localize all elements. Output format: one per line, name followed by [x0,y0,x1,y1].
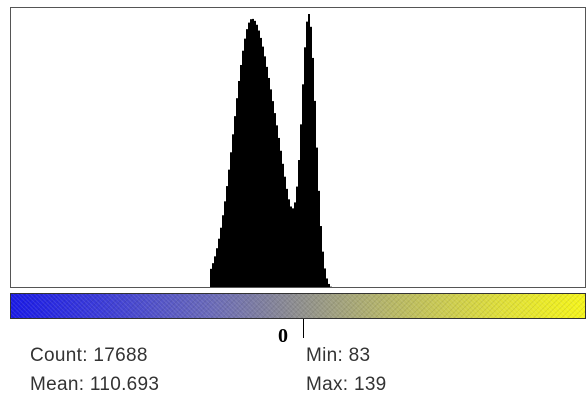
histogram-bar [238,80,240,287]
histogram-bar [230,152,232,287]
histogram-bar [266,66,268,287]
mean-stat: Mean: 110.693 [30,374,160,395]
histogram-bar [298,160,300,287]
histogram-bar [330,286,332,287]
histogram-bar [290,206,292,287]
histogram-bar [302,84,304,287]
histogram-bar [244,38,246,287]
histogram-bar [228,169,230,287]
histogram-bar [310,26,312,287]
histogram-bar [252,18,254,287]
histogram-bar [296,186,298,287]
histogram-bar [220,227,222,287]
histogram-bar [268,77,270,287]
histogram-bar [282,163,284,287]
histogram-bar [272,101,274,287]
zero-marker-line [303,319,304,338]
histogram-bar [242,50,244,287]
histogram-bar [236,98,238,287]
histogram-bar [278,137,280,287]
histogram-bar [224,201,226,287]
min-stat: Min: 83 [306,345,371,366]
histogram-bar [326,278,328,287]
colorbar-texture [11,294,585,318]
histogram-bar [306,21,308,287]
histogram-bar [246,29,248,287]
histogram-bar [314,100,316,287]
max-stat: Max: 139 [306,374,387,395]
histogram-bar [232,134,234,287]
histogram-bar [292,208,294,287]
histogram-bar [260,37,262,287]
histogram-bar [258,30,260,287]
histogram-bar [210,268,212,287]
histogram-bar [320,226,322,287]
histogram-svg [210,14,332,287]
histogram-bar [316,147,318,287]
histogram-bar [300,124,302,287]
histogram-bar [256,24,258,287]
histogram-bar [216,248,218,287]
histogram-bar [286,188,288,287]
histogram-bar [308,14,310,287]
histogram-bar [212,263,214,287]
histogram-bar [262,46,264,287]
histogram-bar [218,238,220,287]
intensity-colorbar [10,293,586,319]
histogram-bars [210,14,332,287]
zero-marker-label: 0 [278,325,288,347]
histogram-bar [304,47,306,287]
histogram-bar [264,56,266,287]
histogram-bar [276,125,278,287]
histogram-bar [284,176,286,287]
histogram-bar [254,20,256,287]
histogram-bar [214,256,216,287]
histogram-bar [324,268,326,287]
histogram-bar [226,186,228,287]
histogram-bar [222,215,224,287]
histogram-bar [288,199,290,287]
histogram-bar [318,190,320,287]
histogram-bar [240,64,242,287]
histogram-bar [322,251,324,287]
histogram-plot [10,7,586,288]
histogram-bar [312,57,314,287]
histogram-bar [248,22,250,287]
histogram-bar [274,113,276,287]
histogram-bar [328,283,330,287]
histogram-bar [234,116,236,287]
histogram-bar [294,202,296,287]
histogram-bar [250,19,252,287]
count-stat: Count: 17688 [30,345,148,366]
histogram-bar [270,89,272,287]
histogram-bar [280,150,282,287]
